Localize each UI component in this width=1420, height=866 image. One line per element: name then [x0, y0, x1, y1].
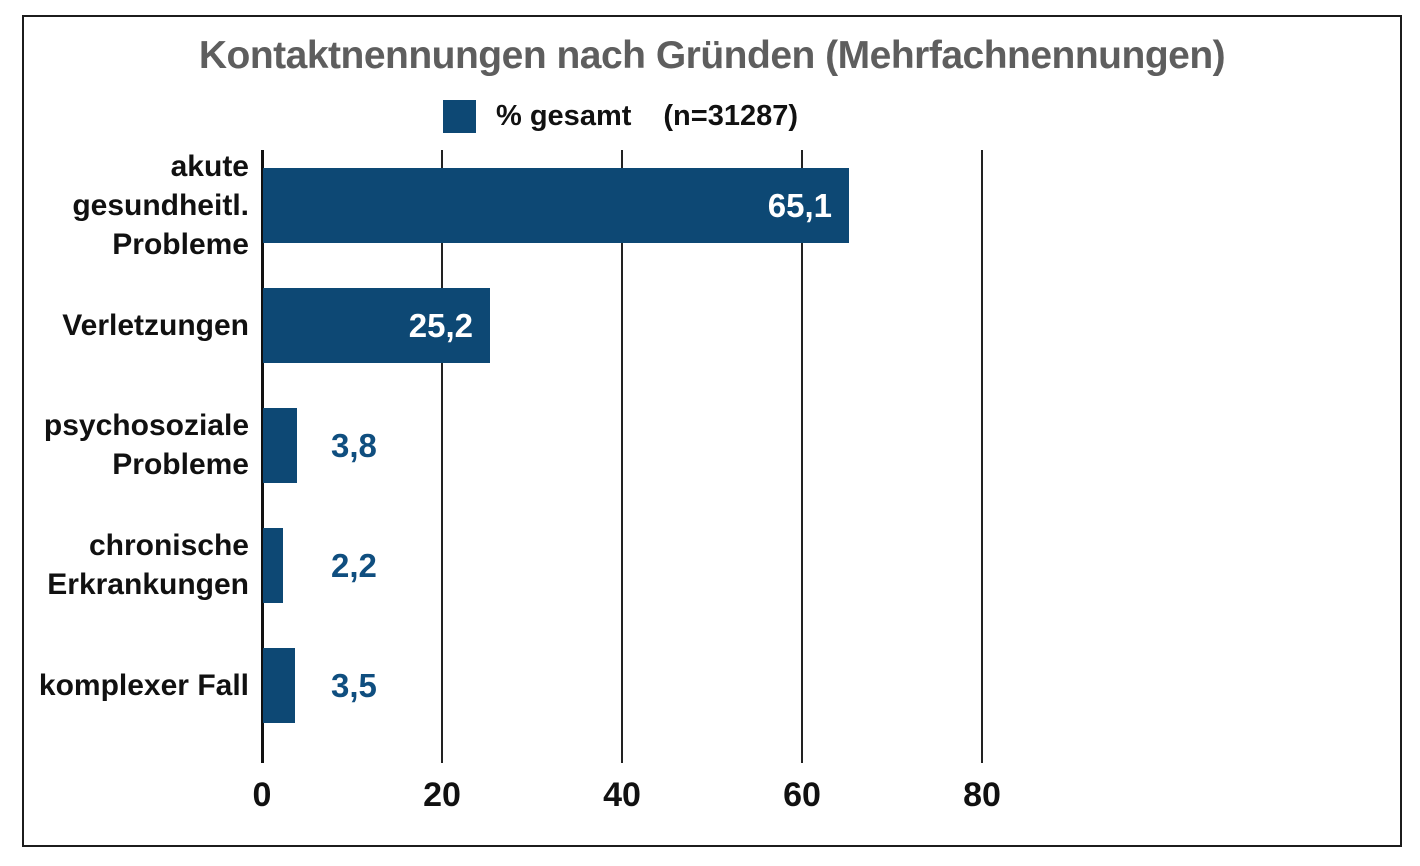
chart-title: Kontaktnennungen nach Gründen (Mehrfachn…: [198, 34, 1226, 77]
gridline-20: [441, 150, 443, 763]
category-label-1: Verletzungen: [62, 308, 249, 342]
category-label-4: komplexer Fall: [38, 668, 249, 702]
x-tick-label-80: 80: [963, 776, 1001, 814]
bar-value-label-2: 3,8: [331, 426, 377, 464]
category-label-2: psychosoziale Probleme: [43, 409, 249, 481]
legend-sample-size: (n=31287): [663, 99, 798, 132]
bar-value-label-3: 2,2: [331, 546, 377, 584]
chart-border-frame: [22, 15, 1402, 847]
legend-series-label: % gesamt: [496, 99, 632, 132]
legend-swatch-icon: [443, 99, 476, 133]
chart-legend: % gesamt (n=31287): [443, 99, 798, 133]
bar-value-label-0: 65,1: [767, 186, 832, 224]
bar-0: [263, 167, 849, 243]
gridline-60: [801, 150, 803, 763]
x-tick-label-0: 0: [252, 776, 272, 814]
bar-1: [263, 287, 490, 363]
bar-value-label-1: 25,2: [408, 306, 473, 344]
x-tick-label-60: 60: [783, 776, 821, 814]
bar-3: [263, 527, 283, 603]
x-tick-label-20: 20: [423, 776, 461, 814]
y-axis-line: [261, 150, 264, 763]
gridline-80: [981, 150, 983, 763]
category-label-3: chronische Erkrankungen: [47, 529, 249, 601]
x-tick-label-40: 40: [603, 776, 641, 814]
bar-4: [263, 647, 295, 723]
bar-2: [263, 407, 297, 483]
bar-value-label-4: 3,5: [331, 666, 377, 704]
category-label-0: akute gesundheitl. Probleme: [72, 149, 249, 261]
gridline-40: [621, 150, 623, 763]
